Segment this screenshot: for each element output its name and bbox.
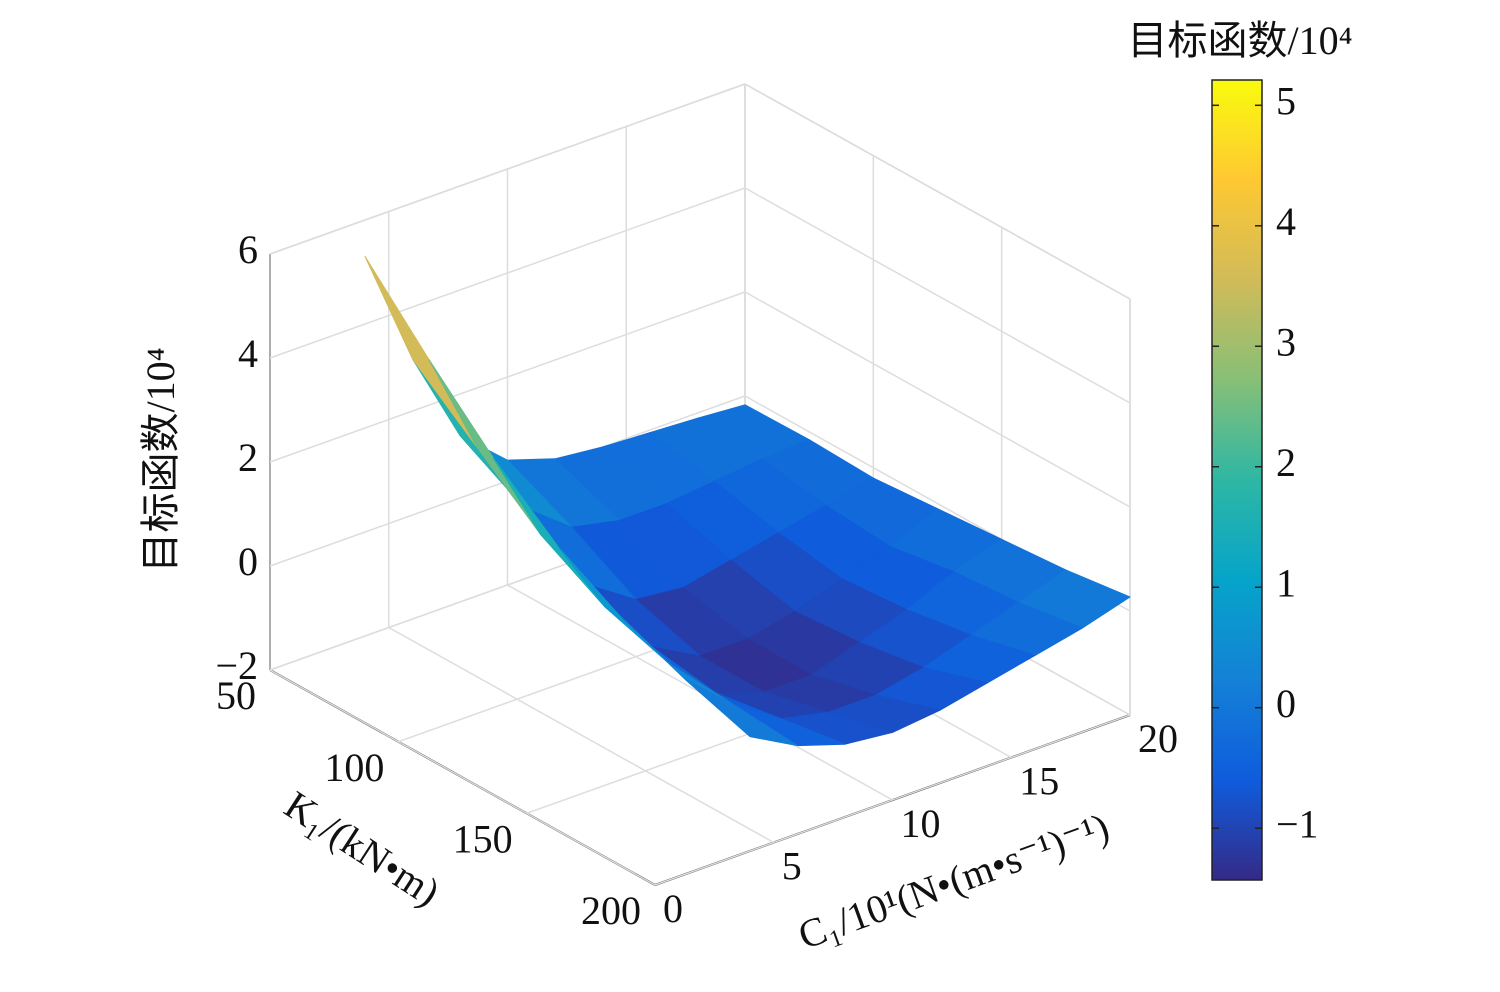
- y-tick-label: 20: [1138, 716, 1178, 761]
- surface-cell: [685, 679, 798, 747]
- z-axis-label: 目标函数/10⁴: [138, 347, 183, 572]
- x-tick-label: 200: [581, 888, 641, 933]
- y-tick-label: 5: [782, 844, 802, 889]
- y-axis-label: C₁/10¹(N•(m•s⁻¹)⁻¹): [792, 804, 1114, 958]
- grid-line: [388, 211, 775, 844]
- y-tick-label: 10: [901, 801, 941, 846]
- x-tick-label: 150: [453, 817, 513, 862]
- colorbar-label: 目标函数/10⁴: [1127, 18, 1352, 63]
- z-tick-label: 0: [238, 539, 258, 584]
- colorbar-tick-label: 4: [1276, 199, 1296, 244]
- colorbar-tick-label: 5: [1276, 78, 1296, 123]
- colorbar-tick-label: 3: [1276, 319, 1296, 364]
- z-tick-label: 2: [238, 435, 258, 480]
- colorbar-tick-label: 1: [1276, 560, 1296, 605]
- z-tick-label: 6: [238, 227, 258, 272]
- colorbar-tick-label: 2: [1276, 440, 1296, 485]
- grid-line: [269, 254, 656, 886]
- z-tick-label: −2: [215, 643, 258, 688]
- y-tick-label: 15: [1019, 759, 1059, 804]
- colorbar-tick-label: 0: [1276, 681, 1296, 726]
- z-tick-label: 4: [238, 331, 258, 376]
- colorbar-tick-label: −1: [1276, 801, 1319, 846]
- x-tick-label: 100: [324, 745, 384, 790]
- x-axis-label: K₁/(kN•m): [277, 782, 448, 915]
- colorbar: [1211, 79, 1263, 881]
- surface-cell: [364, 255, 478, 448]
- y-tick-label: 0: [663, 886, 683, 931]
- x-tick-label: 50: [216, 673, 256, 718]
